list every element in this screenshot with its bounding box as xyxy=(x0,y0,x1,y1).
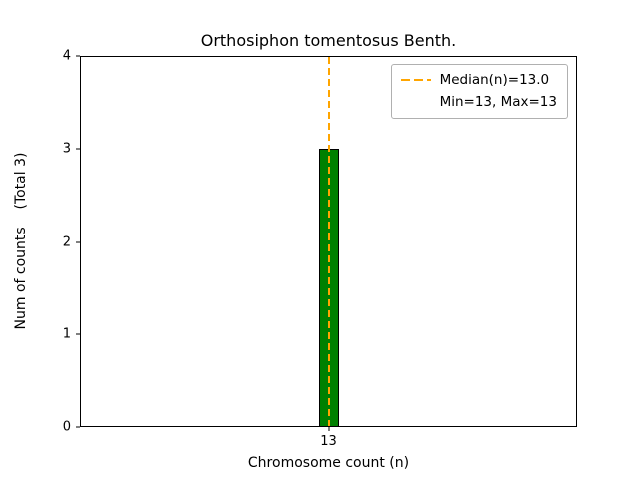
y-tick-label: 2 xyxy=(62,234,71,249)
x-tick-mark xyxy=(328,427,329,431)
y-axis-ticks: 0 1 2 3 4 xyxy=(0,50,80,434)
legend-entry-median: Median(n)=13.0 xyxy=(400,72,557,89)
median-dashed-line-icon xyxy=(400,79,431,82)
legend-entry-minmax: Min=13, Max=13 xyxy=(401,94,557,111)
y-tick-mark xyxy=(76,426,80,428)
y-tick-label: 0 xyxy=(62,419,71,435)
y-tick-mark xyxy=(76,148,80,150)
plot-area: Median(n)=13.0 Min=13, Max=13 xyxy=(80,56,577,427)
y-tick-label: 1 xyxy=(62,326,71,342)
x-tick-label: 13 xyxy=(320,434,337,449)
x-axis-label: Chromosome count (n) xyxy=(247,455,410,471)
legend-label-minmax: Min=13, Max=13 xyxy=(439,93,557,110)
legend-spacer xyxy=(401,101,431,103)
chart-title: Orthosiphon tomentosus Benth. xyxy=(200,31,457,50)
y-tick-mark xyxy=(76,55,80,57)
legend-label-median: Median(n)=13.0 xyxy=(439,72,550,88)
y-tick-mark xyxy=(76,241,80,242)
y-tick-label: 4 xyxy=(62,48,71,64)
legend: Median(n)=13.0 Min=13, Max=13 xyxy=(390,64,568,119)
median-line xyxy=(327,57,330,426)
y-tick-label: 3 xyxy=(62,141,71,157)
y-tick-mark xyxy=(76,333,80,335)
